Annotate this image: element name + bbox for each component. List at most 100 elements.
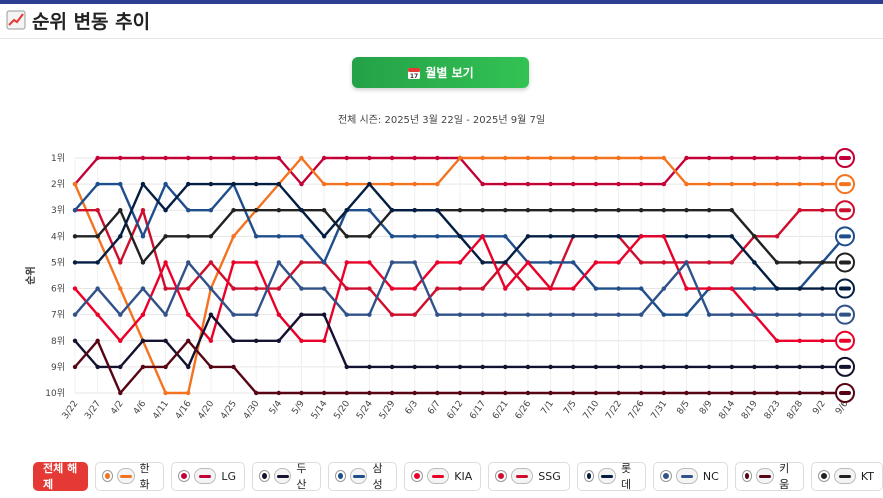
- series-point: [412, 312, 417, 317]
- x-tick-label: 5/20: [332, 399, 352, 422]
- series-point: [616, 208, 621, 213]
- series-point: [457, 286, 463, 291]
- legend-color-dot: [742, 471, 752, 481]
- series-point: [820, 260, 825, 265]
- series-point: [163, 338, 168, 343]
- series-point: [797, 155, 802, 161]
- series-point: [548, 155, 553, 161]
- series-point: [367, 260, 372, 265]
- legend-item-4[interactable]: KIA: [404, 461, 482, 491]
- series-point: [299, 181, 304, 187]
- team-end-logo-icon: [839, 391, 851, 395]
- x-tick-label: 5/29: [378, 399, 398, 422]
- team-end-logo-icon: [839, 208, 851, 213]
- series-point: [321, 390, 327, 396]
- series-point: [503, 208, 508, 213]
- series-point: [321, 286, 327, 291]
- clear-all-button[interactable]: 전체 해제: [33, 461, 89, 491]
- series-point: [72, 312, 78, 317]
- series-point: [616, 260, 621, 265]
- series-point: [344, 364, 349, 370]
- series-point: [593, 286, 599, 291]
- series-point: [276, 181, 282, 187]
- monthly-view-button[interactable]: 17 월별 보기: [352, 57, 529, 88]
- series-point: [593, 155, 599, 161]
- series-point: [525, 312, 531, 317]
- series-point: [548, 286, 553, 291]
- legend-color-dot: [336, 471, 345, 481]
- series-point: [276, 286, 282, 291]
- team-end-logo-icon: [839, 312, 851, 317]
- y-tick-label: 1위: [51, 153, 65, 164]
- legend-item-6[interactable]: 롯데: [576, 461, 646, 491]
- series-point: [118, 155, 123, 161]
- series-point: [435, 390, 440, 396]
- series-point: [321, 181, 327, 187]
- series-point: [299, 312, 304, 317]
- series-point: [321, 338, 327, 343]
- legend-item-7[interactable]: NC: [652, 461, 728, 491]
- team-logo-icon: [833, 468, 856, 484]
- series-point: [163, 390, 168, 396]
- series-point: [253, 181, 259, 187]
- series-point: [389, 181, 395, 187]
- y-tick-label: 8위: [51, 336, 65, 347]
- x-tick-label: 3/27: [83, 399, 103, 421]
- page-header: 순위 변동 추이: [6, 6, 150, 34]
- series-point: [684, 155, 689, 161]
- x-tick-label: 6/17: [468, 399, 488, 421]
- series-point: [593, 260, 599, 265]
- legend-label: 두산: [296, 462, 307, 491]
- legend-color-dot: [818, 471, 829, 481]
- series-point: [593, 234, 599, 239]
- legend-color-dot: [496, 471, 507, 481]
- series-point: [299, 208, 304, 213]
- series-point: [389, 312, 395, 317]
- series-point: [684, 260, 689, 265]
- team-end-logo-icon: [839, 364, 851, 369]
- legend-item-8[interactable]: 키움: [734, 461, 804, 491]
- legend-item-5[interactable]: SSG: [488, 461, 570, 491]
- series-point: [525, 260, 531, 265]
- series-point: [571, 234, 576, 239]
- series-point: [684, 312, 689, 317]
- series-point: [638, 364, 644, 370]
- series-point: [525, 390, 531, 396]
- x-tick-label: 5/9: [290, 399, 307, 417]
- series-point: [503, 390, 508, 396]
- series-point: [299, 338, 304, 343]
- series-point: [684, 286, 689, 291]
- monthly-view-label: 월별 보기: [425, 66, 474, 80]
- legend-label: KT: [860, 469, 874, 483]
- series-point: [435, 234, 440, 239]
- series-point: [616, 234, 621, 239]
- legend-item-3[interactable]: 삼성: [328, 461, 398, 491]
- series-point: [72, 338, 78, 343]
- series-point: [208, 338, 214, 343]
- legend-item-9[interactable]: KT: [810, 461, 883, 491]
- x-tick-label: 8/19: [740, 399, 760, 422]
- series-point: [616, 364, 621, 370]
- series-point: [457, 234, 463, 239]
- series-point: [797, 286, 802, 291]
- series-point: [344, 390, 349, 396]
- series-point: [706, 260, 712, 265]
- series-point: [72, 364, 78, 370]
- series-point: [208, 260, 214, 265]
- legend-item-1[interactable]: LG: [171, 461, 245, 491]
- series-point: [638, 234, 644, 239]
- team-legend: 전체 해제 한화 LG 두산 삼성 KIA SSG 롯데 NC 키움 KT: [33, 461, 883, 491]
- series-point: [729, 260, 734, 265]
- series-point: [435, 364, 440, 370]
- series-point: [299, 390, 304, 396]
- series-point: [208, 181, 214, 187]
- y-axis-label: 순위: [24, 266, 37, 284]
- legend-item-0[interactable]: 한화: [95, 461, 165, 491]
- series-point: [435, 286, 440, 291]
- legend-label: KIA: [454, 469, 473, 483]
- series-point: [95, 155, 100, 161]
- legend-item-2[interactable]: 두산: [252, 461, 322, 491]
- series-point: [344, 155, 349, 161]
- season-range: 전체 시즌: 2025년 3월 22일 - 2025년 9월 7일: [337, 115, 546, 126]
- series-point: [118, 286, 123, 291]
